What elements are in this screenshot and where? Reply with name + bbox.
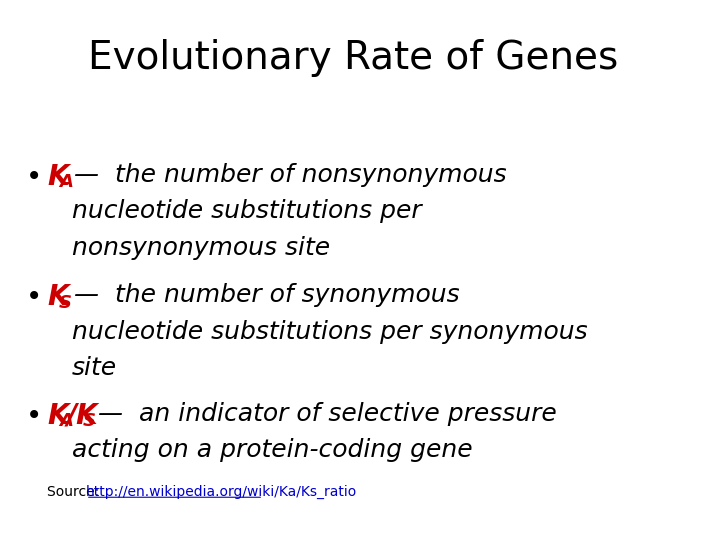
Text: S: S [59,294,72,312]
Text: •: • [26,284,42,312]
Text: A: A [59,413,73,430]
Text: •: • [26,163,42,191]
Text: Evolutionary Rate of Genes: Evolutionary Rate of Genes [88,39,618,77]
Text: Source:: Source: [47,485,104,499]
Text: nucleotide substitutions per: nucleotide substitutions per [72,199,421,223]
Text: S: S [83,413,96,430]
Text: nonsynonymous site: nonsynonymous site [72,235,330,260]
Text: —  the number of synonymous: — the number of synonymous [66,284,460,307]
Text: http://en.wikipedia.org/wiki/Ka/Ks_ratio: http://en.wikipedia.org/wiki/Ka/Ks_ratio [86,485,357,499]
Text: —  an indicator of selective pressure: — an indicator of selective pressure [90,402,557,426]
Text: /K: /K [67,402,99,430]
Text: K: K [47,284,68,312]
Text: —  the number of nonsynonymous: — the number of nonsynonymous [66,163,507,186]
Text: site: site [72,356,117,381]
Text: nucleotide substitutions per synonymous: nucleotide substitutions per synonymous [72,320,588,344]
Text: •: • [26,402,42,430]
Text: A: A [59,173,73,191]
Text: K: K [47,402,68,430]
Text: K: K [47,163,68,191]
Text: acting on a protein-coding gene: acting on a protein-coding gene [72,438,472,462]
